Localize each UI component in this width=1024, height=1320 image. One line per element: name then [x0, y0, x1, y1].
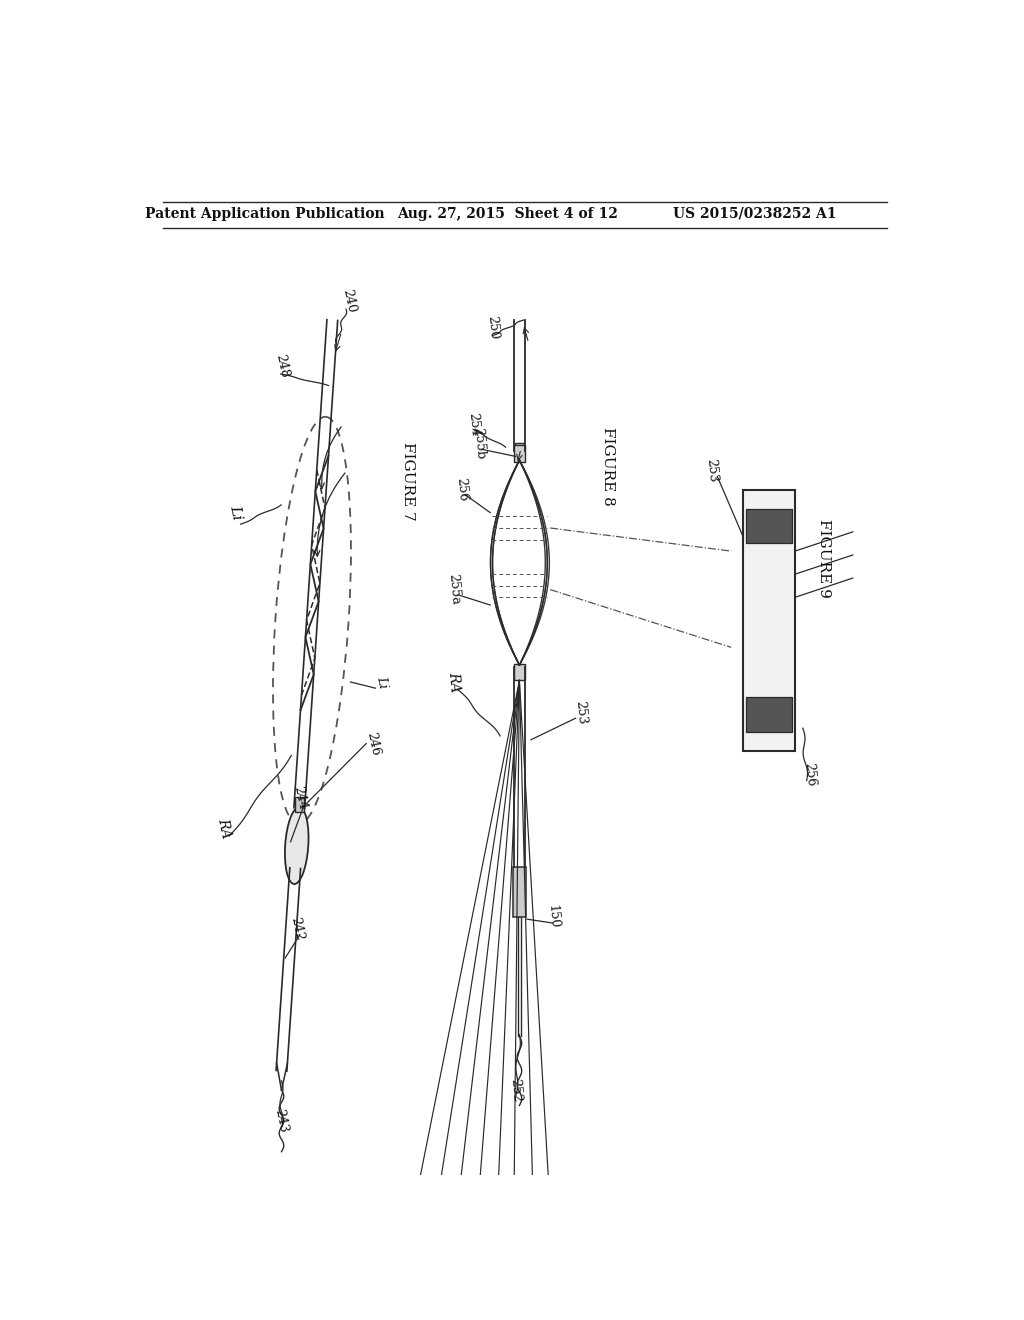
Text: 150: 150: [545, 904, 560, 929]
Text: 244: 244: [291, 784, 309, 810]
Text: RA: RA: [446, 671, 462, 693]
Text: US 2015/0238252 A1: US 2015/0238252 A1: [673, 207, 836, 220]
Text: 246: 246: [365, 730, 382, 756]
Text: 254: 254: [466, 412, 480, 437]
Text: FIGURE 8: FIGURE 8: [601, 428, 615, 506]
Bar: [742, 490, 795, 751]
Bar: [514, 445, 524, 462]
Text: 255b: 255b: [471, 426, 487, 459]
Bar: [514, 664, 524, 681]
Text: 250: 250: [485, 315, 500, 341]
Bar: [513, 867, 525, 917]
Text: 242: 242: [288, 916, 306, 941]
Text: RA: RA: [215, 817, 233, 840]
Bar: [515, 444, 524, 459]
Text: FIGURE 7: FIGURE 7: [400, 442, 415, 521]
Text: 248: 248: [273, 354, 291, 379]
Text: 253: 253: [705, 458, 720, 483]
Text: Aug. 27, 2015  Sheet 4 of 12: Aug. 27, 2015 Sheet 4 of 12: [397, 207, 618, 220]
Bar: [745, 697, 792, 733]
Text: 240: 240: [340, 288, 358, 314]
Text: Li: Li: [227, 504, 245, 521]
Text: 243: 243: [272, 1107, 291, 1134]
Text: 256: 256: [455, 477, 469, 502]
Bar: [745, 508, 792, 544]
Bar: [295, 797, 304, 812]
Text: FIGURE 9: FIGURE 9: [816, 519, 830, 598]
Text: Li: Li: [375, 675, 390, 689]
Ellipse shape: [285, 808, 308, 884]
Text: Patent Application Publication: Patent Application Publication: [145, 207, 385, 220]
Text: 256: 256: [802, 762, 817, 787]
Text: 255a: 255a: [446, 573, 462, 606]
Text: 252: 252: [508, 1077, 523, 1102]
Text: 253: 253: [573, 701, 589, 725]
